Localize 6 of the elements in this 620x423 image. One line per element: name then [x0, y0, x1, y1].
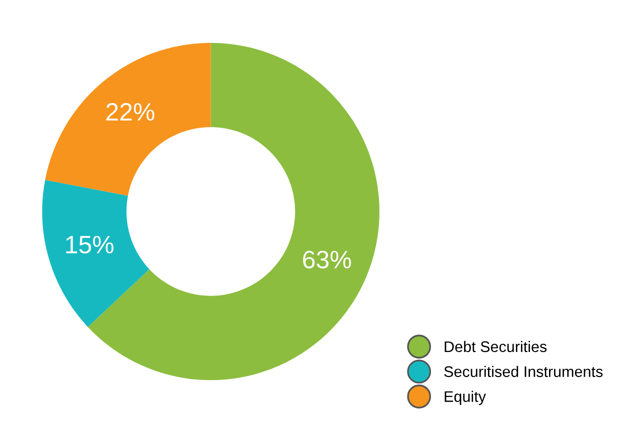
legend-label: Securitised Instruments	[444, 366, 603, 378]
data-label: 15%	[66, 236, 114, 254]
legend-label: Debt Securities	[444, 340, 547, 352]
data-label: 22%	[106, 103, 154, 121]
data-label: 63%	[303, 250, 352, 268]
legend-label: Equity	[444, 390, 486, 406]
